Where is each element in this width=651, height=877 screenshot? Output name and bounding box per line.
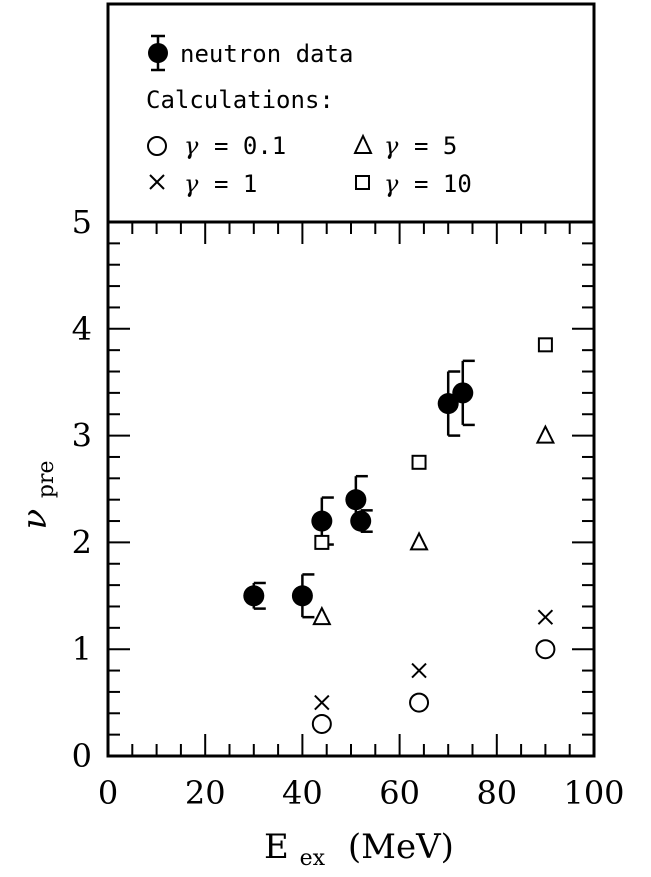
x-tick-label: 40: [282, 774, 323, 812]
y-tick-label: 1: [72, 630, 92, 668]
gamma-10-point: [314, 534, 330, 550]
legend-gamma-5-entry: γ = 5: [353, 132, 457, 160]
axis-ticks: [108, 222, 594, 756]
legend-square-marker: [355, 175, 370, 190]
legend-gamma-10-label: = 10: [414, 170, 472, 198]
y-axis-label: ν pre: [15, 460, 59, 529]
legend-gamma-1-entry: γ = 1: [149, 170, 257, 198]
gamma-0-1-point: [409, 692, 430, 713]
neutron-data-point: [291, 585, 313, 607]
y-tick-label: 2: [72, 523, 92, 561]
gamma-0-1-point: [311, 713, 332, 734]
legend-calculations-heading: Calculations:: [146, 86, 334, 114]
gamma-5-point: [535, 424, 556, 444]
x-axis-label-sub: ex: [300, 846, 326, 871]
gamma-5-point: [409, 531, 429, 551]
legend-cross-marker: [149, 174, 165, 190]
x-tick-label: 20: [185, 774, 226, 812]
gamma-5-point: [312, 605, 332, 626]
neutron-data-point: [437, 393, 459, 415]
gamma-10-point: [537, 337, 553, 353]
x-axis-label-main: E: [264, 827, 289, 867]
gamma-0-1-point: [535, 639, 556, 660]
legend-gamma-symbol: γ: [184, 132, 199, 160]
y-tick-label: 5: [72, 203, 92, 241]
y-tick-label: 3: [72, 417, 92, 455]
x-axis-label: E ex (MeV): [264, 827, 454, 874]
x-tick-label: 0: [98, 774, 118, 812]
gamma-1-point: [411, 662, 427, 679]
legend-gamma-1-label: = 1: [214, 170, 257, 198]
neutron-data-point: [350, 510, 372, 532]
y-axis-label-main: ν: [15, 509, 55, 530]
legend-gamma-symbol: γ: [384, 170, 399, 198]
y-axis-label-sub: pre: [34, 460, 59, 498]
legend-neutron-label: neutron data: [180, 40, 353, 68]
y-tick-label: 4: [72, 310, 92, 348]
legend-gamma-symbol: γ: [184, 170, 199, 198]
legend-filled-circle-marker: [148, 43, 168, 63]
legend-gamma-symbol: γ: [384, 132, 399, 160]
legend-gamma-10-entry: γ = 10: [355, 170, 472, 198]
x-tick-label: 60: [379, 774, 420, 812]
legend-gamma-0-1-label: = 0.1: [214, 132, 286, 160]
legend-neutron-entry: neutron data: [148, 34, 353, 72]
neutron-data-point: [345, 489, 367, 511]
legend-open-circle-marker: [147, 136, 167, 156]
neutron-data-point: [243, 585, 265, 607]
y-tick-labels: 0 1 2 3 4 5: [72, 203, 92, 775]
gamma-1-point: [314, 694, 330, 711]
x-tick-label: 100: [563, 774, 624, 812]
plot-frame: [106, 220, 596, 758]
x-tick-labels: 0 20 40 60 80 100: [98, 774, 625, 812]
neutron-data-point: [452, 382, 474, 404]
gamma-1-point: [537, 609, 554, 625]
gamma-10-point: [411, 454, 427, 470]
data-marks: [243, 337, 556, 734]
legend-triangle-marker: [353, 133, 373, 154]
x-axis-label-unit: (MeV): [348, 827, 454, 867]
neutron-data-point: [311, 510, 333, 532]
x-tick-label: 80: [476, 774, 517, 812]
y-tick-label: 0: [72, 737, 92, 775]
legend-gamma-0-1-entry: γ = 0.1: [147, 132, 286, 160]
legend-gamma-5-label: = 5: [414, 132, 457, 160]
